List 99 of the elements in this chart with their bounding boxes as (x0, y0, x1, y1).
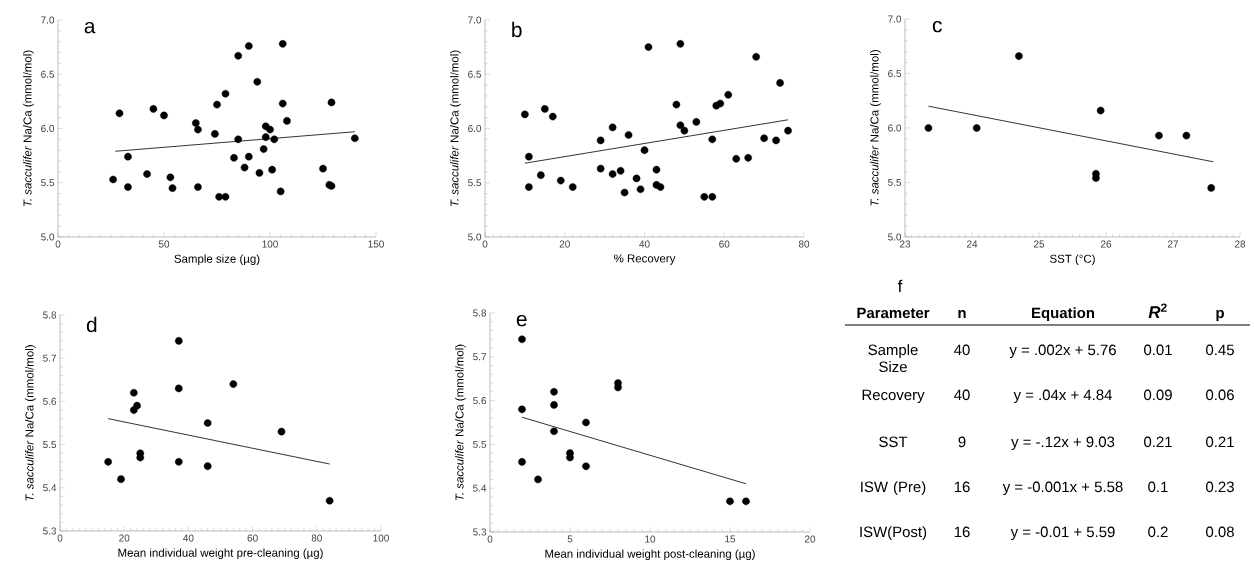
y-tick-label: 5.3 (473, 528, 487, 536)
text: 16 (954, 526, 970, 538)
x-tick-label: 60 (719, 240, 730, 248)
y-tick-label: 7.0 (41, 16, 55, 24)
chart-title: b (512, 21, 522, 38)
y-tick-label: 6.0 (888, 124, 902, 132)
x-tick-label: 150 (368, 240, 384, 248)
x-tick-label: 10 (645, 535, 656, 543)
y-tick-label: 6.0 (468, 124, 482, 133)
x-axis-title: Sample size (µg) (174, 254, 260, 266)
y-tick-label: 5.5 (888, 179, 902, 186)
text: 0.45 (1206, 344, 1234, 356)
text: 0.23 (1206, 481, 1234, 493)
y-tick-label: 5.5 (468, 179, 482, 187)
text: y = -.12x + 9.03 (1011, 436, 1115, 451)
x-tick-label: 0 (55, 240, 61, 248)
x-axis-title: % Recovery (614, 254, 676, 265)
x-tick-label: 20 (559, 240, 570, 248)
y-tick-label: 5.8 (43, 311, 57, 319)
x-tick-label: 60 (247, 534, 258, 542)
text: y = .04x + 4.84 (1013, 389, 1112, 404)
chart-title: c (932, 20, 942, 33)
text: Sample Size (868, 344, 918, 373)
y-tick-label: 7.0 (468, 16, 482, 24)
x-tick-label: 50 (158, 240, 170, 248)
x-tick-label: 100 (373, 534, 389, 542)
text: 0.08 (1206, 526, 1234, 538)
y-tick-label: 5.7 (43, 354, 56, 362)
x-axis-title: SST (°C) (1050, 254, 1095, 266)
y-tick-label: 5.6 (473, 397, 487, 405)
x-tick-label: 80 (311, 534, 322, 542)
x-axis-title: Mean individual weight post-cleaning (µg) (545, 549, 755, 561)
y-tick-label: 5.5 (43, 441, 57, 449)
y-tick-label: 5.0 (468, 233, 482, 241)
x-tick-label: 28 (1234, 240, 1246, 248)
text: R$^{2}$ (1148, 303, 1167, 318)
y-tick-label: 5.0 (41, 233, 55, 241)
text: 0.21 (1144, 436, 1172, 448)
y-tick-label: 7.0 (888, 15, 902, 23)
y-tick-label: 5.4 (473, 484, 487, 492)
x-tick-label: 27 (1167, 240, 1179, 248)
text: SST (879, 436, 908, 448)
x-tick-label: 5 (567, 535, 573, 543)
x-tick-label: 0 (487, 535, 493, 543)
text: p (1216, 309, 1224, 322)
chart-title: d (86, 316, 97, 333)
text: y = -0.01 + 5.59 (1010, 526, 1115, 541)
y-tick-label: 5.6 (43, 397, 57, 405)
y-tick-label: 6.5 (41, 70, 55, 78)
text: 0.09 (1144, 389, 1172, 401)
y-axis-title: T. sacculifer Na/Ca (mmol/mol) (870, 50, 881, 206)
x-tick-label: 23 (899, 240, 911, 248)
y-tick-label: 6.5 (468, 70, 482, 78)
x-tick-label: 26 (1100, 240, 1112, 248)
y-tick-label: 5.4 (43, 484, 57, 492)
text: Parameter (857, 307, 930, 319)
text: Equation (1032, 307, 1095, 322)
y-tick-label: 5.0 (888, 233, 902, 241)
text: 40 (954, 344, 970, 356)
x-tick-label: 25 (1033, 240, 1045, 248)
x-tick-label: 40 (183, 534, 194, 542)
y-tick-label: 5.3 (43, 527, 57, 535)
text: f (897, 279, 903, 292)
y-axis-title: T. sacculifer Na/Ca (mmol/mol) (455, 344, 466, 501)
text: 0.2 (1148, 526, 1168, 538)
text: n (958, 309, 966, 318)
text: 0.01 (1144, 344, 1172, 356)
y-tick-label: 5.7 (473, 353, 486, 361)
text: 9 (958, 436, 966, 448)
x-tick-label: 20 (119, 534, 130, 542)
y-axis-title: T. sacculifer Na/Ca (mmol/mol) (25, 345, 36, 501)
text: 0.06 (1206, 389, 1234, 401)
text: 40 (954, 389, 970, 401)
text: ISW (Pre) (861, 481, 926, 496)
x-tick-label: 24 (966, 240, 978, 248)
x-axis-title: Mean individual weight pre-cleaning (µg) (118, 548, 323, 560)
text: 16 (954, 481, 970, 493)
x-tick-label: 100 (262, 240, 278, 248)
y-tick-label: 5.5 (41, 179, 55, 187)
x-tick-label: 20 (804, 535, 816, 543)
y-tick-label: 6.5 (888, 69, 902, 78)
x-tick-label: 40 (639, 240, 650, 248)
chart-title: a (84, 21, 96, 34)
x-tick-label: 0 (482, 240, 488, 248)
text: Recovery (862, 389, 925, 404)
text: 0.1 (1148, 481, 1168, 493)
chart-title: e (516, 314, 527, 327)
x-tick-label: 15 (725, 535, 736, 543)
text: y = .002x + 5.76 (1009, 344, 1116, 359)
x-tick-label: 0 (57, 534, 63, 542)
x-tick-label: 80 (798, 240, 810, 248)
y-tick-label: 5.5 (473, 440, 487, 448)
y-axis-title: T. sacculifer Na/Ca (mmol/mol) (450, 50, 461, 207)
y-tick-label: 5.8 (473, 309, 487, 317)
y-axis-title: T. sacculifer Na/Ca (mmol/mol) (23, 50, 34, 207)
text: ISW(Post) (860, 526, 927, 541)
text: y = -0.001x + 5.58 (1002, 481, 1123, 496)
y-tick-label: 6.0 (41, 124, 55, 133)
text: 0.21 (1206, 436, 1234, 448)
